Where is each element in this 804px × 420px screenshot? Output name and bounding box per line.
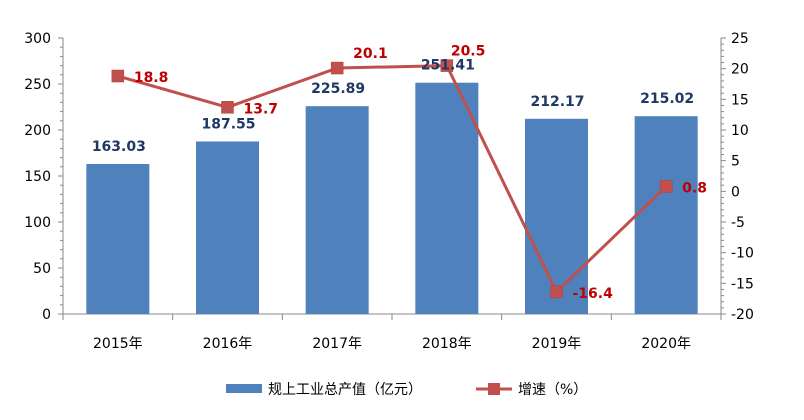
line-data-label: 20.1 (353, 46, 388, 62)
line-marker-3 (440, 59, 454, 72)
y-left-tick-label: 100 (24, 215, 51, 231)
bar-data-label: 187.55 (201, 116, 255, 132)
axes-layer: 0 50 100 150 200 250 300 -20 -15 -10 -5 0 5 10 15 20 25 2… (24, 31, 754, 352)
bar-0 (86, 164, 150, 314)
data-labels-layer: 163.03 187.55 225.89 251.41 212.17 215.02 18.8… (92, 44, 707, 302)
bar-data-label: 215.02 (640, 91, 694, 107)
y-left-tick-label: 200 (24, 123, 51, 139)
y-left-tick-label: 50 (33, 261, 51, 277)
legend-line-marker (488, 383, 500, 395)
line-marker-2 (330, 61, 344, 75)
y-left-tick-label: 250 (24, 77, 51, 93)
bars-layer (86, 82, 698, 315)
bar-data-label: 225.89 (311, 81, 365, 97)
legend-bar-label: 规上工业总产值（亿元） (268, 382, 422, 398)
bar-3 (415, 82, 479, 315)
y-right-tick-label: 5 (731, 154, 740, 170)
x-tick-label: 2017年 (312, 336, 362, 352)
x-tick-label: 2015年 (93, 336, 143, 352)
y-left-tick-label: 150 (24, 169, 51, 185)
y-right-tick-label: -5 (731, 215, 745, 231)
y-right-tick-label: -10 (731, 246, 754, 262)
y-right-tick-label: -20 (731, 307, 754, 323)
bar-data-label: 163.03 (92, 139, 146, 155)
line-data-label: -16.4 (573, 286, 614, 302)
bar-data-label: 212.17 (530, 94, 584, 110)
y-right-tick-label: 10 (731, 123, 749, 139)
bar-data-label: 251.41 (421, 58, 475, 74)
legend-bar-swatch (226, 384, 262, 393)
line-marker-0 (111, 69, 125, 83)
bar-5 (634, 116, 698, 314)
line-data-label: 0.8 (682, 180, 707, 196)
y-left-tick-label: 0 (42, 307, 51, 323)
y-right-tick-label: 15 (731, 92, 749, 108)
x-tick-label: 2019年 (532, 336, 582, 352)
y-right-tick-label: 25 (731, 31, 749, 47)
x-tick-label: 2018年 (422, 336, 472, 352)
legend: 规上工业总产值（亿元） 增速（%） (226, 382, 587, 398)
y-left-tick-label: 300 (24, 31, 51, 47)
bar-4 (525, 118, 588, 315)
bar-2 (305, 106, 369, 314)
line-marker-4 (550, 285, 563, 299)
x-tick-label: 2020年 (641, 336, 691, 352)
line-data-label: 20.5 (451, 44, 486, 60)
bar-1 (196, 141, 259, 314)
line-marker-1 (221, 101, 234, 114)
growth-line (117, 64, 668, 294)
y-right-tick-label: 20 (731, 62, 749, 78)
x-tick-label: 2016年 (203, 336, 253, 352)
line-data-label: 18.8 (134, 70, 169, 86)
y-right-tick-label: 0 (731, 184, 740, 200)
line-data-label: 13.7 (244, 101, 279, 117)
legend-line-label: 增速（%） (518, 382, 587, 398)
y-right-tick-label: -15 (731, 276, 754, 292)
line-marker-5 (659, 180, 673, 193)
line-layer (111, 59, 673, 299)
